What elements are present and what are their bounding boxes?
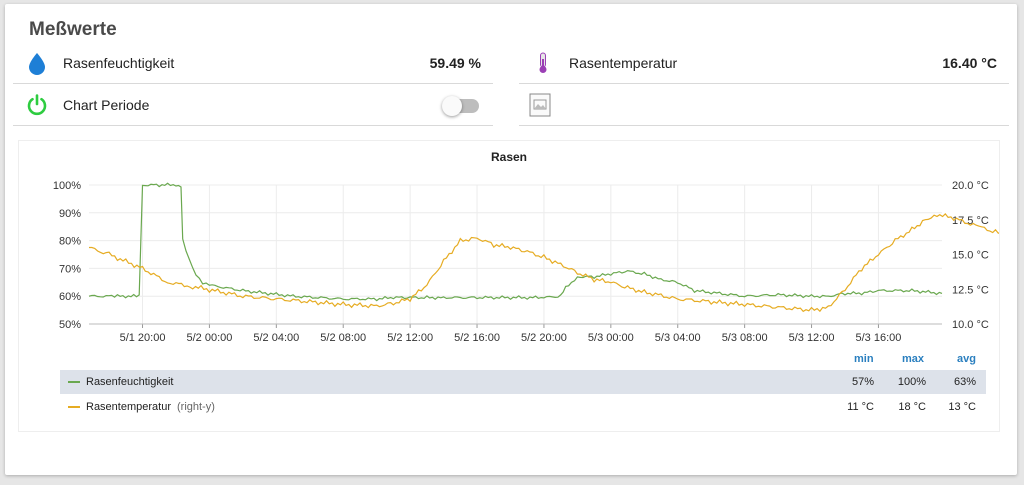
temperature-series-line [89,213,999,313]
chart-series [88,182,999,313]
chart-period-toggle[interactable] [442,96,479,116]
legend-row-humidity[interactable]: Rasenfeuchtigkeit 57% 100% 63% [60,370,986,394]
x-axis: 5/1 20:00 5/2 00:00 5/2 04:00 5/2 08:00 5/2 … [89,323,942,344]
thermometer-icon [539,52,547,73]
measurements-card: Meßwerte Rasenfeuchtigkeit 59.49 % Rasen… [5,4,1017,475]
chart-grid [89,184,942,325]
legend-name[interactable]: Rasentemperatur (right-y) [86,401,215,413]
legend-avg: 13 °C [948,401,976,413]
legend-header-min[interactable]: min [854,353,874,365]
y-right-tick-label: 15.0 °C [952,250,989,262]
x-tick-label: 5/1 20:00 [120,332,166,344]
legend-header-max[interactable]: max [902,353,925,365]
y-right-tick-label: 12.5 °C [952,284,989,296]
legend-max: 100% [897,376,926,388]
humidity-row[interactable]: Rasenfeuchtigkeit 59.49 % [13,43,493,84]
x-tick-label: 5/3 08:00 [722,332,768,344]
y-left-tick-label: 70% [59,263,81,275]
legend-swatch-temperature [68,406,80,408]
power-icon [27,94,47,116]
y-left-tick-label: 80% [59,236,81,248]
y-left-tick-label: 60% [59,291,81,303]
legend-header-avg[interactable]: avg [957,353,976,365]
y-right-tick-label: 17.5 °C [952,215,989,227]
y-right-tick-label: 20.0 °C [952,180,989,192]
card-title: Meßwerte [29,19,117,40]
x-tick-label: 5/3 16:00 [856,332,902,344]
temperature-value: 16.40 °C [942,55,997,71]
x-tick-label: 5/2 16:00 [454,332,500,344]
line-chart: Rasen 100% 90% 80% 70% 60% 50% 20.0 °C 17.5 °C… [53,150,999,344]
legend-row-temperature[interactable]: Rasentemperatur (right-y) 11 °C 18 °C 13 … [60,395,986,419]
toggle-knob [442,96,462,116]
x-tick-label: 5/2 04:00 [253,332,299,344]
legend-avg: 63% [953,376,976,388]
temperature-label: Rasentemperatur [569,55,678,71]
temperature-row[interactable]: Rasentemperatur 16.40 °C [519,43,1009,84]
humidity-label: Rasenfeuchtigkeit [63,55,175,71]
chart-period-row[interactable]: Chart Periode [13,85,493,126]
legend-swatch-humidity [68,381,80,383]
right-axis: 20.0 °C 17.5 °C 15.0 °C 12.5 °C 10.0 °C [952,180,989,331]
legend-min: 11 °C [847,401,874,413]
x-tick-label: 5/2 00:00 [186,332,232,344]
image-file-icon[interactable] [529,93,551,117]
image-row[interactable] [519,85,1009,126]
left-axis: 100% 90% 80% 70% 60% 50% [53,180,81,331]
y-left-tick-label: 50% [59,319,81,331]
humidity-value: 59.49 % [429,55,481,71]
humidity-series-line [88,182,943,302]
water-drop-icon [29,53,45,75]
x-tick-label: 5/2 08:00 [320,332,366,344]
legend-name[interactable]: Rasenfeuchtigkeit [86,376,174,388]
chart-title: Rasen [491,150,527,164]
legend-min: 57% [851,376,874,388]
x-tick-label: 5/3 12:00 [789,332,835,344]
x-tick-label: 5/2 12:00 [387,332,433,344]
y-left-tick-label: 90% [59,208,81,220]
x-tick-label: 5/2 20:00 [521,332,567,344]
chart-panel: Rasen 100% 90% 80% 70% 60% 50% 20.0 °C 17.5 °C… [18,140,1000,432]
legend-max: 18 °C [898,401,926,413]
chart-period-label: Chart Periode [63,97,150,113]
x-tick-label: 5/3 00:00 [588,332,634,344]
y-left-tick-label: 100% [53,180,81,192]
x-tick-label: 5/3 04:00 [655,332,701,344]
y-right-tick-label: 10.0 °C [952,319,989,331]
